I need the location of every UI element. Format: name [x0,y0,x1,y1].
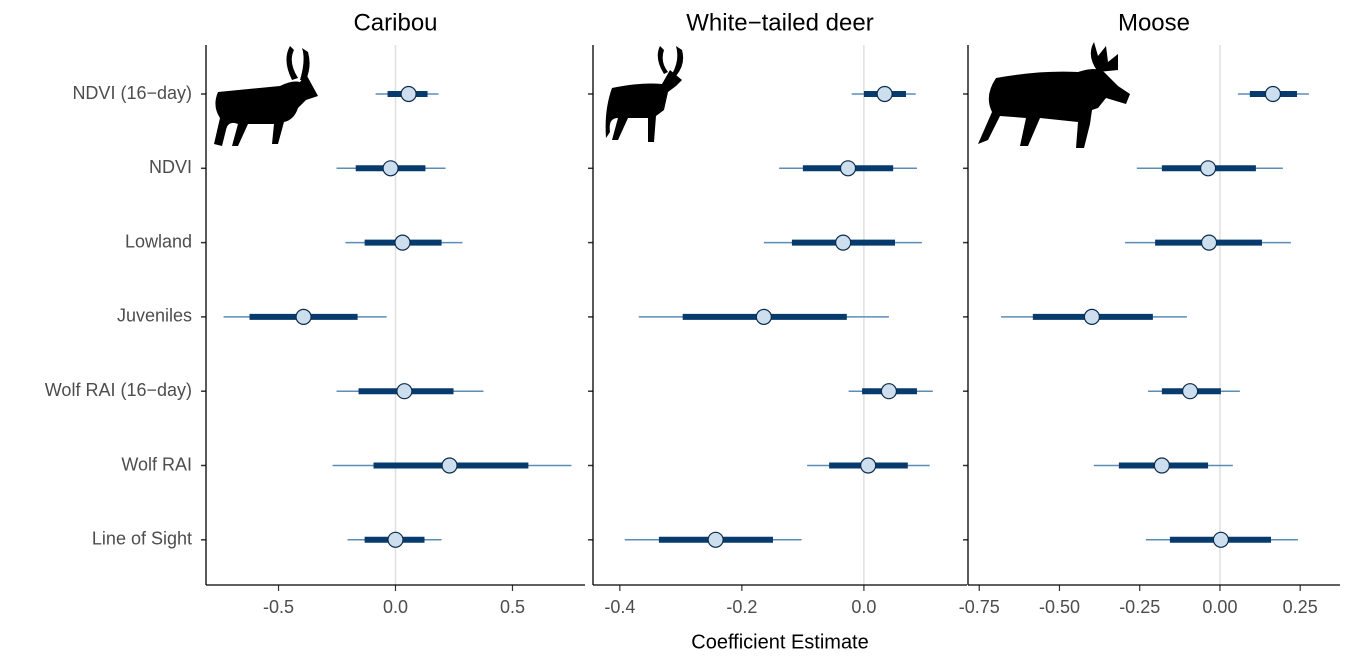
estimate-point [839,160,857,177]
estimate-point [1264,85,1282,103]
estimate-point [707,531,724,548]
x-tick-label: 0.5 [500,597,525,617]
estimate-point [835,234,852,251]
estimate-point [441,457,458,474]
estimate-point [1153,457,1170,474]
estimate-point [400,85,417,103]
x-tick-label: -0.50 [1039,597,1080,617]
estimate-point [295,308,312,325]
estimate-point [1199,160,1217,177]
y-tick-label: Wolf RAI (16−day) [45,380,192,400]
x-tick-label: -0.75 [959,597,1000,617]
x-tick-label: -0.2 [726,597,757,617]
estimate-point [880,383,898,400]
estimate-point [1200,234,1218,251]
estimate-point [396,383,413,400]
x-tick-label: 0.25 [1283,597,1318,617]
silhouettes [214,42,1130,148]
estimate-point [1182,383,1199,400]
x-tick-label: 0.0 [851,597,876,617]
y-tick-label: Wolf RAI [121,454,192,474]
y-tick-label: NDVI [149,157,192,177]
x-tick-label: 0.00 [1202,597,1237,617]
y-tick-label: NDVI (16−day) [72,83,192,103]
estimate-point [860,457,877,474]
x-axis-label: Coefficient Estimate [691,631,869,653]
panel-title: Moose [1118,9,1190,36]
y-tick-label: Juveniles [117,306,192,326]
estimate-point [876,85,893,103]
panel-title: White−tailed deer [686,9,873,36]
y-tick-label: Line of Sight [92,529,192,549]
panel-title: Caribou [353,9,437,36]
estimate-point [394,234,411,251]
estimate-point [387,531,404,548]
x-tick-label: -0.5 [263,597,294,617]
deer-icon [605,46,684,142]
estimate-point [1083,308,1100,325]
x-tick-label: -0.4 [604,597,635,617]
estimate-point [1212,531,1230,548]
estimate-point [755,308,772,325]
x-tick-label: 0.0 [383,597,408,617]
y-tick-label: Lowland [125,231,192,251]
caribou-icon [214,46,318,146]
x-tick-label: -0.25 [1119,597,1160,617]
estimate-point [382,160,399,177]
moose-icon [978,42,1130,148]
